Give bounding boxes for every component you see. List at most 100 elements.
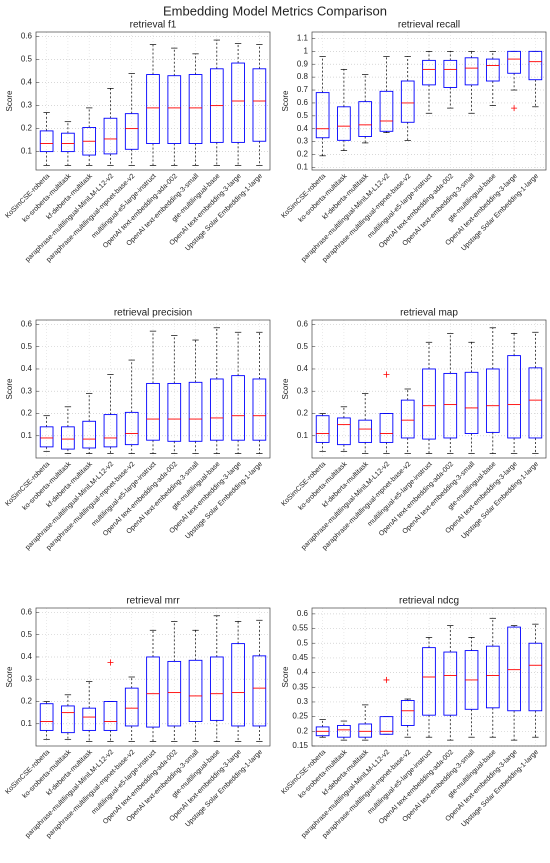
panel-title: retrieval map bbox=[400, 308, 458, 319]
box bbox=[379, 413, 394, 443]
box bbox=[507, 626, 521, 712]
figure-title: Embedding Model Metrics Comparison bbox=[163, 3, 387, 18]
y-tick-label: 0.1 bbox=[21, 719, 33, 728]
box bbox=[146, 74, 160, 145]
y-tick-label: 0.4 bbox=[21, 364, 33, 373]
y-tick-label: 0.5 bbox=[297, 342, 309, 351]
y-tick-label: 1 bbox=[304, 46, 309, 55]
box bbox=[443, 651, 458, 716]
y-tick-label: 0.4 bbox=[297, 668, 309, 677]
y-tick-label: 0.3 bbox=[297, 386, 309, 395]
plot-frame bbox=[35, 319, 271, 459]
box bbox=[61, 705, 75, 734]
y-tick-label: 0.6 bbox=[297, 609, 309, 618]
y-tick-label: 0.1 bbox=[297, 163, 309, 172]
box bbox=[400, 80, 415, 123]
box bbox=[337, 724, 351, 738]
y-axis-label: Score bbox=[5, 90, 14, 111]
outlier bbox=[383, 676, 390, 683]
box bbox=[528, 642, 543, 712]
box bbox=[358, 101, 373, 137]
box bbox=[82, 420, 97, 449]
y-tick-label: 0.3 bbox=[297, 137, 309, 146]
panel-title: retrieval mrr bbox=[126, 596, 180, 607]
y-tick-label: 0.4 bbox=[21, 652, 33, 661]
box bbox=[422, 368, 436, 440]
y-tick-label: 0.6 bbox=[21, 32, 33, 41]
y-tick-label: 0.1 bbox=[21, 147, 33, 156]
box bbox=[82, 707, 97, 731]
y-axis-label: Score bbox=[281, 666, 290, 687]
box bbox=[422, 59, 436, 86]
panel-title: retrieval precision bbox=[114, 308, 192, 319]
x-tick-label: Upstage Solar Embedding-1-large bbox=[184, 749, 264, 829]
box bbox=[315, 415, 330, 443]
y-tick-label: 0.3 bbox=[21, 101, 33, 110]
y-tick-label: 0.2 bbox=[21, 409, 33, 418]
y-tick-label: 0.1 bbox=[297, 431, 309, 440]
y-tick-label: 0.25 bbox=[292, 712, 308, 721]
y-axis-label: Score bbox=[281, 378, 290, 399]
y-axis-label: Score bbox=[5, 378, 14, 399]
y-tick-label: 0.2 bbox=[21, 124, 33, 133]
y-axis-label: Score bbox=[281, 90, 290, 111]
box bbox=[485, 58, 500, 82]
y-tick-label: 0.2 bbox=[21, 697, 33, 706]
box bbox=[358, 723, 373, 738]
box bbox=[379, 90, 394, 132]
y-tick-label: 0.1 bbox=[21, 431, 33, 440]
x-tick-label: Upstage Solar Embedding-1-large bbox=[184, 461, 264, 541]
panel-title: retrieval f1 bbox=[130, 20, 177, 31]
y-tick-label: 0.2 bbox=[297, 409, 309, 418]
y-tick-label: 0.2 bbox=[297, 150, 309, 159]
box bbox=[422, 647, 436, 716]
box bbox=[103, 701, 118, 731]
outlier bbox=[107, 659, 114, 666]
y-tick-label: 0.4 bbox=[297, 124, 309, 133]
box bbox=[209, 656, 224, 721]
panel-title: retrieval recall bbox=[398, 20, 460, 31]
box bbox=[103, 117, 118, 155]
x-tick-label: Upstage Solar Embedding-1-large bbox=[460, 461, 540, 541]
box bbox=[146, 656, 160, 728]
plot-frame bbox=[35, 607, 271, 747]
box bbox=[167, 382, 182, 442]
box bbox=[124, 113, 139, 150]
y-tick-label: 0.5 bbox=[297, 111, 309, 120]
y-tick-label: 0.5 bbox=[297, 638, 309, 647]
box bbox=[188, 74, 203, 145]
outlier bbox=[383, 371, 390, 378]
y-tick-label: 0.6 bbox=[21, 608, 33, 617]
y-tick-label: 0.3 bbox=[21, 674, 33, 683]
box bbox=[39, 426, 54, 448]
box bbox=[188, 659, 203, 722]
box bbox=[103, 414, 118, 448]
box bbox=[464, 57, 479, 86]
box bbox=[507, 355, 521, 439]
y-tick-label: 0.5 bbox=[21, 630, 33, 639]
box bbox=[146, 382, 160, 441]
box bbox=[231, 62, 245, 143]
y-tick-label: 0.9 bbox=[297, 59, 309, 68]
box bbox=[400, 700, 415, 726]
y-tick-label: 0.3 bbox=[297, 697, 309, 706]
y-tick-label: 0.7 bbox=[297, 85, 309, 94]
box bbox=[124, 411, 139, 446]
box bbox=[443, 372, 458, 439]
box bbox=[528, 50, 543, 81]
box bbox=[358, 419, 373, 443]
box bbox=[400, 399, 415, 439]
box bbox=[507, 50, 521, 74]
box bbox=[485, 368, 500, 433]
box bbox=[61, 426, 75, 450]
x-tick-label: Upstage Solar Embedding-1-large bbox=[184, 173, 264, 253]
y-tick-label: 0.35 bbox=[292, 682, 308, 691]
box bbox=[315, 92, 330, 139]
box bbox=[252, 378, 267, 441]
box bbox=[39, 130, 54, 153]
y-tick-label: 0.15 bbox=[292, 741, 308, 750]
box bbox=[485, 645, 500, 709]
box bbox=[464, 371, 479, 434]
y-tick-label: 0.55 bbox=[292, 624, 308, 633]
